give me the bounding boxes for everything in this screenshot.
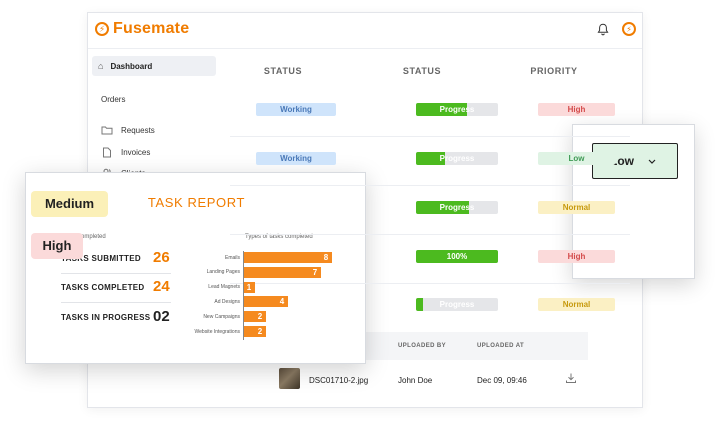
home-icon: ⌂ xyxy=(98,61,104,71)
bar-value-label: 1 xyxy=(246,282,252,292)
uploaded-by-header: UPLOADED BY xyxy=(398,343,447,349)
progress-fill xyxy=(416,152,445,165)
status-badge[interactable]: Working xyxy=(256,103,336,116)
priority-badge[interactable]: High xyxy=(538,250,615,263)
progress-bar: Progress xyxy=(416,103,498,116)
bar xyxy=(244,252,332,263)
column-header-0: STATUS xyxy=(263,66,303,76)
stat-value: 24 xyxy=(153,278,170,295)
progress-label: Progress xyxy=(439,300,475,309)
folder-icon xyxy=(101,125,113,135)
progress-fill xyxy=(416,250,498,263)
bar xyxy=(244,266,321,278)
sidebar-section-orders: Orders xyxy=(101,95,126,104)
uploaded-by: John Doe xyxy=(398,376,433,385)
bar-value-label: 8 xyxy=(323,253,329,262)
bar xyxy=(244,311,266,323)
stat-label: TASKS COMPLETED xyxy=(61,283,145,292)
bar-value-label: 2 xyxy=(257,312,263,322)
bar xyxy=(244,296,288,308)
stat-label: TASKS IN PROGRESS xyxy=(61,313,151,322)
logo-bolt-icon: ⚡ xyxy=(95,22,109,36)
chevron-down-icon xyxy=(648,157,656,166)
user-bolt-icon[interactable]: ⚡ xyxy=(622,22,636,36)
logo[interactable]: ⚡ Fusemate xyxy=(95,20,189,38)
logo-text: Fusemate xyxy=(113,20,189,38)
report-title: TASK REPORT xyxy=(147,195,246,210)
row-divider xyxy=(230,185,630,186)
stat-row-completed: TASKS COMPLETED 24 xyxy=(61,275,171,303)
bar-value-label: 2 xyxy=(257,327,263,336)
sidebar-item-label: Invoices xyxy=(121,147,151,157)
progress-bar: Progress xyxy=(416,152,498,165)
column-header-1: STATUS xyxy=(402,66,442,76)
document-icon xyxy=(101,147,113,158)
file-thumbnail[interactable] xyxy=(279,368,300,389)
logo-text-b: mate xyxy=(151,20,190,37)
priority-selected-value: Low xyxy=(610,154,634,168)
progress-label: Progress xyxy=(439,203,475,212)
bar-value-label: 4 xyxy=(279,297,285,307)
sidebar-item-dashboard[interactable]: ⌂ Dashboard xyxy=(92,56,216,76)
stat-value: 02 xyxy=(153,308,170,325)
priority-option-medium[interactable]: Medium xyxy=(31,191,108,217)
stat-value: 26 xyxy=(153,249,170,266)
row-divider xyxy=(230,136,630,137)
progress-fill xyxy=(416,103,467,116)
logo-text-a: Fuse xyxy=(113,20,152,37)
bar xyxy=(244,281,255,293)
types-label: Types of tasks completed xyxy=(245,234,313,240)
progress-bar: Progress xyxy=(416,298,498,311)
bar-category-label: Emails xyxy=(224,254,240,261)
app-header: ⚡ Fusemate ⚡ xyxy=(88,13,642,49)
stat-row-submitted: TASKS SUBMITTED 26 xyxy=(61,246,171,274)
progress-fill xyxy=(416,298,423,311)
progress-label: Progress xyxy=(439,105,475,114)
progress-bar: Progress xyxy=(416,201,498,214)
priority-option-high[interactable]: High xyxy=(31,233,83,259)
chart-axis xyxy=(243,251,244,340)
sidebar-item-label: Dashboard xyxy=(110,61,153,71)
progress-label: 100% xyxy=(446,252,468,261)
priority-badge[interactable]: Normal xyxy=(538,298,615,311)
tasks-completed-label: Tasks completed xyxy=(61,234,106,240)
stat-row-in-progress: TASKS IN PROGRESS 02 xyxy=(61,305,171,333)
sidebar-item-invoices[interactable]: Invoices xyxy=(101,147,151,158)
uploaded-at-header: UPLOADED AT xyxy=(477,343,525,349)
uploaded-at: Dec 09, 09:46 xyxy=(477,376,527,385)
bar-category-label: New Campaigns xyxy=(203,313,240,320)
bar-category-label: Website Integrations xyxy=(194,328,241,335)
download-icon[interactable] xyxy=(565,372,577,384)
stat-label: TASKS SUBMITTED xyxy=(61,254,141,263)
file-name[interactable]: DSC01710-2.jpg xyxy=(309,376,369,385)
priority-badge[interactable]: Normal xyxy=(538,201,615,214)
sidebar-item-label: Requests xyxy=(121,125,155,135)
progress-bar: 100% xyxy=(416,250,498,263)
status-badge[interactable]: Working xyxy=(256,152,336,165)
bell-icon[interactable] xyxy=(596,23,610,37)
row-divider xyxy=(230,283,630,284)
bar xyxy=(244,326,266,337)
row-divider xyxy=(230,234,630,235)
bar-category-label: Ad Designs xyxy=(214,298,240,305)
sidebar-item-requests[interactable]: Requests xyxy=(101,125,155,135)
progress-label: Progress xyxy=(439,154,475,163)
priority-badge[interactable]: High xyxy=(538,103,615,116)
bar-category-label: Lead Magnets xyxy=(208,284,240,291)
column-header-2: PRIORITY xyxy=(530,66,578,76)
priority-badge[interactable]: Low xyxy=(538,152,615,165)
bar-category-label: Landing Pages xyxy=(206,269,240,276)
bar-value-label: 7 xyxy=(312,267,318,277)
progress-fill xyxy=(416,201,470,214)
